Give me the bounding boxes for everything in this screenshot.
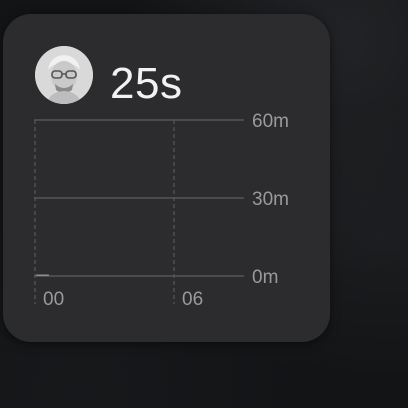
total-duration: 25s [110, 59, 183, 108]
y-tick-label-60m: 60m [252, 111, 289, 132]
x-tick-label-00: 00 [43, 289, 64, 310]
y-tick-label-30m: 30m [252, 189, 289, 210]
usage-chart: 60m 30m 0m 00 06 [34, 111, 289, 310]
memoji-icon [35, 46, 93, 104]
screen-time-widget[interactable]: 25s 60m 30m 0m 00 06 [3, 14, 330, 342]
usage-bar [36, 274, 49, 276]
x-tick-label-06: 06 [182, 289, 203, 310]
y-tick-label-0m: 0m [252, 267, 278, 288]
avatar [35, 46, 93, 104]
